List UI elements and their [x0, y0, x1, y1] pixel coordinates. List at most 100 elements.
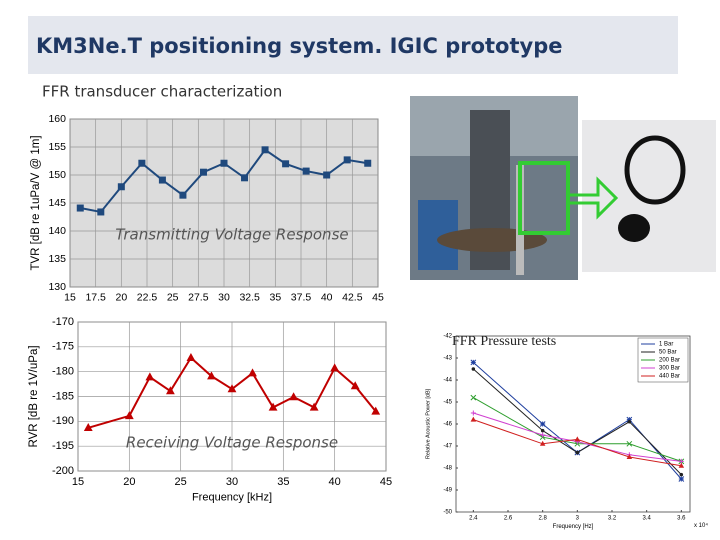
x-tick-label: 3.6 — [677, 516, 686, 522]
slide-subtitle: FFR transducer characterization — [42, 83, 282, 101]
y-axis-label: TVR [dB re 1uPa/V @ 1m] — [30, 135, 42, 270]
x-tick-label: 3 — [576, 516, 580, 522]
y-tick-label: -175 — [52, 341, 74, 353]
marker — [371, 406, 381, 415]
legend-label: 50 Bar — [659, 350, 677, 356]
x-tick-label: 3.4 — [642, 516, 651, 522]
marker — [179, 191, 187, 199]
y-axis-label: RVR [dB re 1V/uPa] — [28, 345, 40, 447]
y-tick-label: -44 — [443, 378, 452, 384]
marker — [241, 174, 249, 182]
marker — [626, 454, 633, 459]
marker — [199, 168, 207, 176]
marker — [83, 422, 93, 431]
marker — [471, 367, 476, 371]
x-tick-label: 25 — [167, 291, 179, 303]
y-tick-label: -45 — [443, 400, 452, 406]
marker — [145, 372, 155, 381]
y-tick-label: 155 — [48, 141, 66, 153]
marker — [124, 411, 134, 420]
x-tick-label: 30 — [226, 476, 238, 488]
marker — [207, 371, 216, 380]
x-tick-label: 37.5 — [291, 291, 312, 303]
marker — [343, 156, 351, 164]
marker — [350, 381, 360, 390]
marker — [470, 410, 476, 416]
marker — [268, 402, 278, 411]
x-tick-label: 42.5 — [342, 291, 363, 303]
marker — [470, 394, 477, 401]
y-tick-label: -50 — [443, 510, 452, 516]
marker — [539, 440, 546, 446]
marker — [227, 384, 237, 393]
x-tick-label: 30 — [218, 291, 230, 303]
x-scale-label: x 10⁴ — [694, 522, 708, 529]
marker — [261, 146, 269, 154]
x-tick-label: 25 — [175, 476, 187, 488]
y-tick-label: 160 — [48, 113, 66, 125]
x-tick-label: 40 — [321, 291, 333, 303]
marker — [364, 159, 372, 167]
y-tick-label: -180 — [52, 366, 74, 378]
x-tick-label: 15 — [72, 476, 84, 488]
y-tick-label: 140 — [48, 225, 66, 237]
annotation: Receiving Voltage Response — [126, 434, 338, 452]
marker — [626, 440, 633, 447]
y-tick-label: -47 — [443, 444, 452, 450]
x-axis-label: Frequency [kHz] — [192, 491, 272, 503]
annotation: FFR Pressure tests — [452, 334, 556, 349]
marker — [138, 159, 146, 167]
y-tick-label: 135 — [48, 253, 66, 265]
y-tick-label: 145 — [48, 197, 66, 209]
x-axis-label: Frequency [Hz] — [553, 524, 594, 530]
arrow — [566, 176, 619, 220]
x-tick-label: 45 — [372, 291, 384, 303]
x-tick-label: 35 — [269, 291, 281, 303]
marker — [220, 159, 228, 167]
marker — [574, 436, 581, 442]
photo-transducer — [582, 120, 716, 272]
marker — [309, 402, 319, 411]
x-tick-label: 20 — [115, 291, 127, 303]
marker — [575, 450, 580, 455]
y-tick-label: -195 — [52, 440, 74, 452]
y-tick-label: -49 — [443, 488, 452, 494]
marker — [330, 363, 340, 372]
x-tick-label: 45 — [380, 476, 392, 488]
marker — [678, 476, 685, 482]
marker — [539, 421, 546, 427]
legend-label: 200 Bar — [659, 358, 680, 364]
y-tick-label: -200 — [52, 465, 74, 477]
y-tick-label: 130 — [48, 281, 66, 293]
y-tick-label: -42 — [443, 334, 452, 340]
marker — [248, 368, 257, 377]
marker — [158, 176, 166, 184]
x-tick-label: 2.8 — [538, 516, 547, 522]
marker — [540, 428, 545, 433]
x-tick-label: 27.5 — [188, 291, 209, 303]
marker — [282, 160, 290, 168]
annotation: Transmitting Voltage Response — [115, 226, 348, 244]
slide-title: KM3Ne.T positioning system. IGIC prototy… — [36, 34, 563, 58]
legend-label: 300 Bar — [659, 366, 680, 372]
marker — [302, 167, 310, 175]
y-tick-label: 150 — [48, 169, 66, 181]
y-tick-label: -170 — [52, 316, 74, 328]
marker — [470, 359, 477, 366]
legend-label: 1 Bar — [659, 342, 673, 348]
y-axis-label: Relative Acoustic Power [dB] — [425, 388, 431, 459]
x-tick-label: 2.4 — [469, 516, 478, 522]
x-tick-label: 22.5 — [137, 291, 158, 303]
marker — [626, 416, 633, 423]
y-tick-label: -185 — [52, 390, 74, 402]
x-tick-label: 20 — [123, 476, 135, 488]
marker — [117, 183, 125, 191]
marker — [627, 420, 632, 424]
legend-label: 440 Bar — [659, 374, 680, 380]
marker — [97, 208, 105, 216]
photo-test-rig — [410, 96, 578, 280]
x-tick-label: 35 — [277, 476, 289, 488]
x-tick-label: 3.2 — [608, 516, 617, 522]
y-tick-label: -48 — [443, 466, 452, 472]
x-tick-label: 40 — [329, 476, 341, 488]
